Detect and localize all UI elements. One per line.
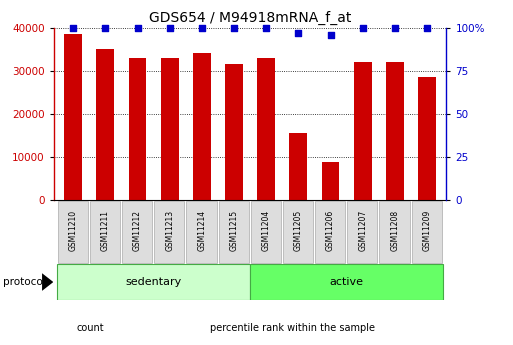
Text: percentile rank within the sample: percentile rank within the sample: [210, 323, 376, 333]
Bar: [315, 201, 345, 263]
Point: [133, 25, 142, 30]
Bar: [154, 201, 185, 263]
Bar: [411, 201, 442, 263]
Text: GSM11215: GSM11215: [229, 210, 239, 251]
Bar: [225, 64, 243, 200]
Bar: [386, 62, 404, 200]
Text: active: active: [329, 277, 364, 287]
Bar: [193, 53, 211, 200]
Point: [294, 30, 303, 36]
Text: GSM11207: GSM11207: [358, 210, 367, 252]
Bar: [57, 264, 250, 300]
Bar: [354, 62, 371, 200]
Bar: [129, 58, 146, 200]
Point: [198, 25, 206, 30]
Bar: [289, 133, 307, 200]
Bar: [219, 201, 249, 263]
Text: GSM11213: GSM11213: [165, 210, 174, 251]
Point: [326, 32, 334, 37]
Text: GSM11212: GSM11212: [133, 210, 142, 251]
Bar: [251, 201, 281, 263]
Point: [230, 25, 238, 30]
Polygon shape: [42, 273, 53, 291]
Text: GSM11209: GSM11209: [423, 210, 431, 252]
Point: [359, 25, 367, 30]
Text: GSM11205: GSM11205: [294, 210, 303, 252]
Title: GDS654 / M94918mRNA_f_at: GDS654 / M94918mRNA_f_at: [149, 11, 351, 25]
Point: [391, 25, 399, 30]
Bar: [58, 201, 88, 263]
Point: [69, 25, 77, 30]
Bar: [380, 201, 410, 263]
Bar: [258, 58, 275, 200]
Bar: [322, 162, 340, 200]
Bar: [122, 201, 152, 263]
Bar: [64, 34, 82, 200]
Point: [166, 25, 174, 30]
Bar: [283, 201, 313, 263]
Bar: [418, 77, 436, 200]
Text: sedentary: sedentary: [126, 277, 182, 287]
Bar: [96, 49, 114, 200]
Text: GSM11206: GSM11206: [326, 210, 335, 252]
Text: protocol: protocol: [3, 277, 45, 287]
Point: [101, 25, 109, 30]
Bar: [90, 201, 120, 263]
Point: [262, 25, 270, 30]
Bar: [347, 201, 378, 263]
Bar: [250, 264, 443, 300]
Text: GSM11211: GSM11211: [101, 210, 110, 251]
Text: GSM11204: GSM11204: [262, 210, 271, 252]
Bar: [186, 201, 216, 263]
Text: count: count: [77, 323, 105, 333]
Text: GSM11210: GSM11210: [69, 210, 77, 251]
Bar: [161, 58, 179, 200]
Point: [423, 25, 431, 30]
Text: GSM11208: GSM11208: [390, 210, 399, 251]
Text: GSM11214: GSM11214: [198, 210, 206, 251]
